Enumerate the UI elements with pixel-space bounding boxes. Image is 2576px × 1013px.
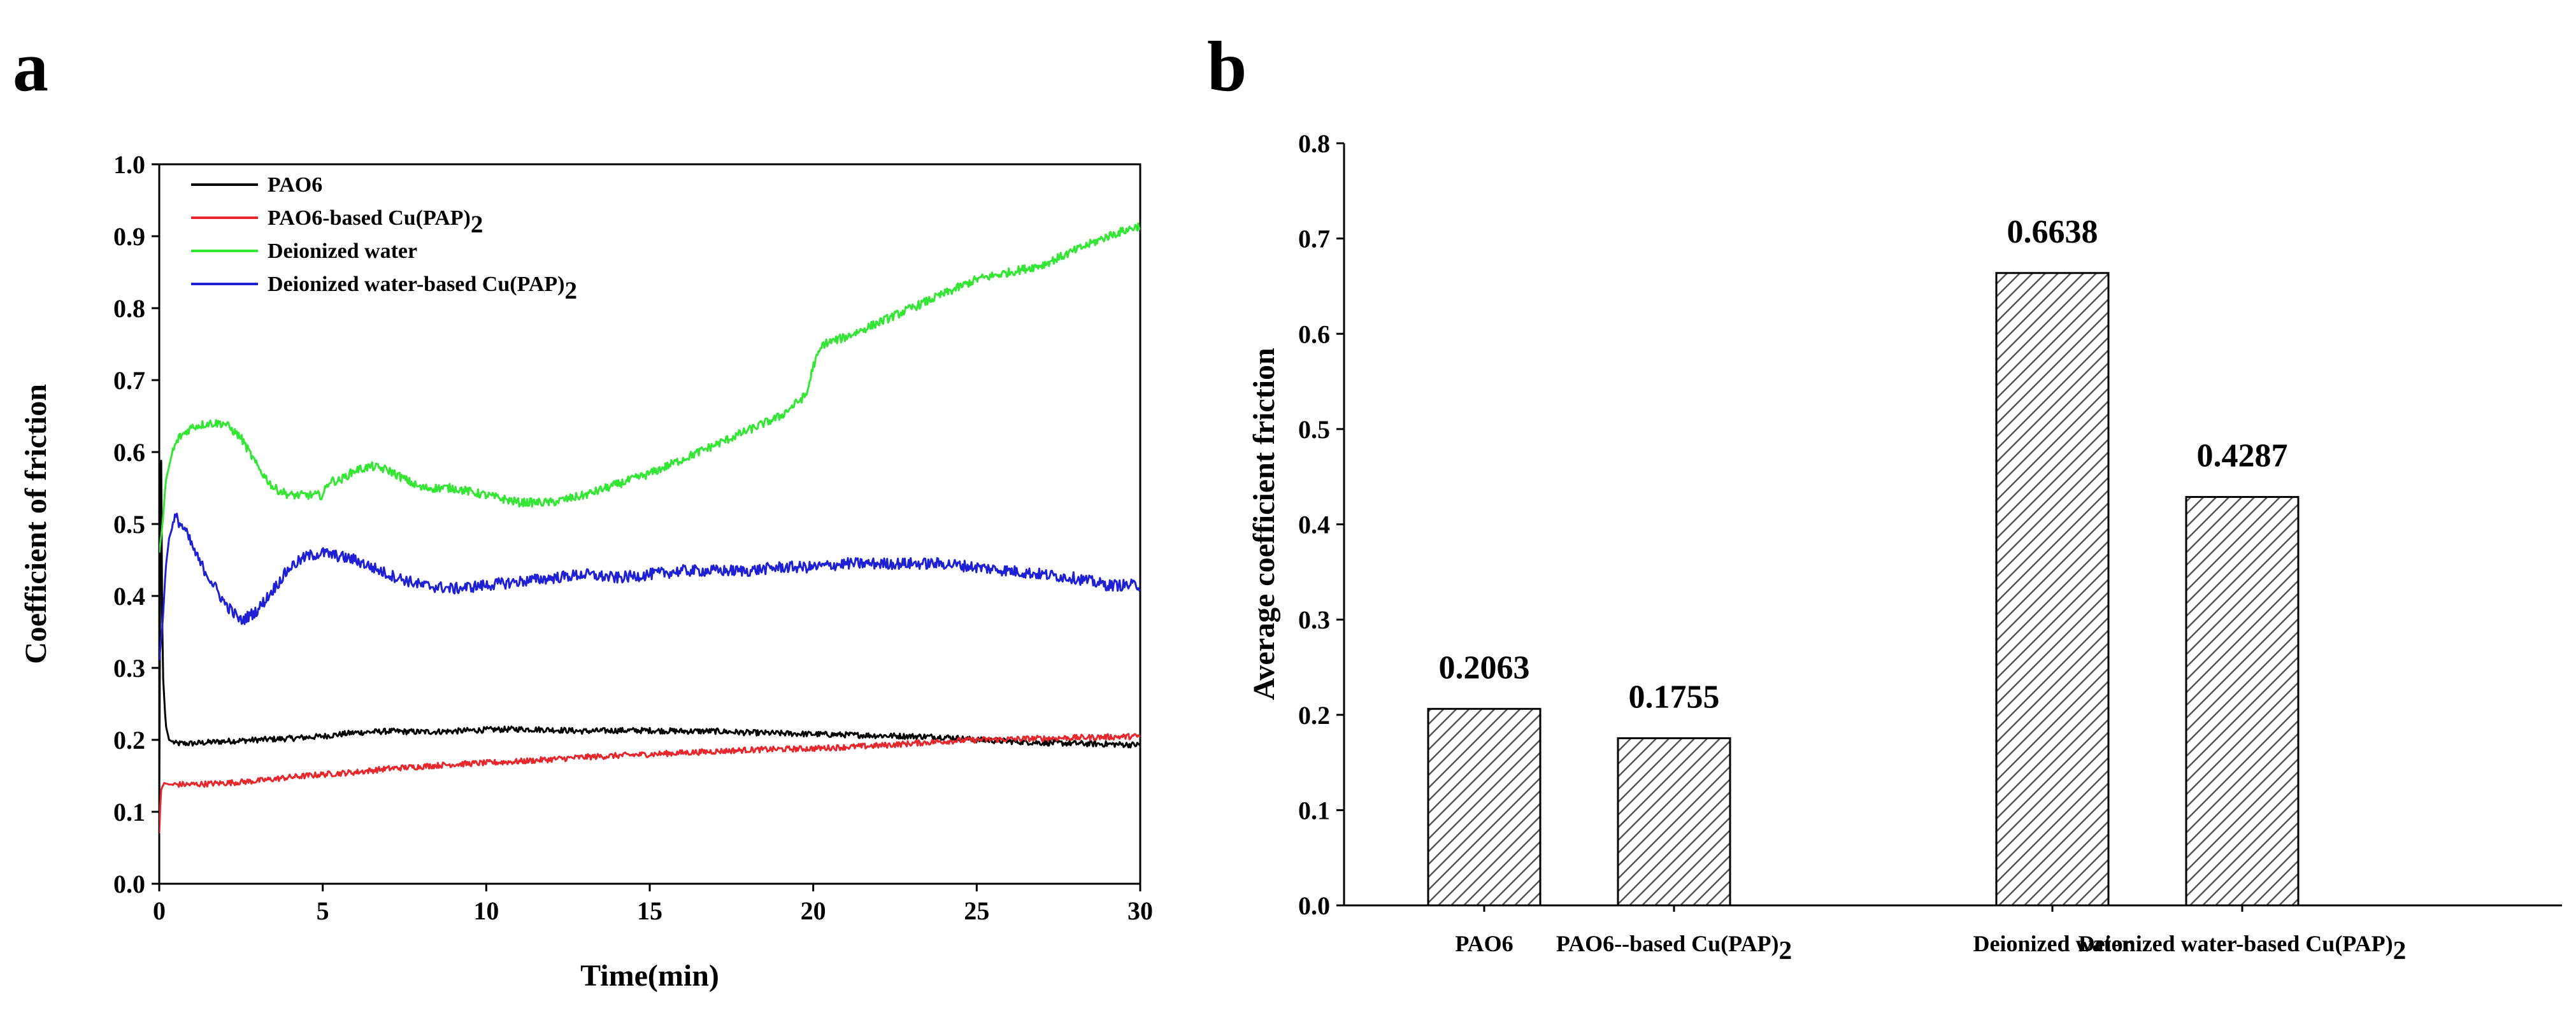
panel-a-legend-label: Deionized water: [268, 239, 417, 263]
panel-b-y-axis: 0.0 0.1 0.2 0.3 0.4 0.5 0.6 0.7 0.8: [1298, 129, 1344, 920]
panel-a-x-axis: 0 5 10 15 20 25 30: [153, 884, 1153, 925]
panel-a-series-group: [159, 222, 1140, 833]
panel-b-y-tick-label: 0.6: [1298, 320, 1330, 348]
panel-a-x-tick-label: 30: [1127, 896, 1153, 925]
panel-b-y-tick-label: 0.5: [1298, 415, 1330, 444]
panel-b-bar: [2185, 496, 2300, 907]
panel-a-x-axis-title: Time(min): [580, 959, 719, 993]
panel-b-bar: [1427, 707, 1542, 907]
panel-b-y-tick-label: 0.4: [1298, 511, 1330, 539]
panel-a-y-tick-label: 0.4: [113, 582, 145, 611]
panel-a-legend-label: Deionized water-based Cu(PAP)2: [268, 273, 577, 304]
panel-a-x-tick-label: 25: [964, 896, 989, 925]
panel-a-y-tick-label: 1.0: [113, 150, 145, 179]
panel-b-y-tick-label: 0.2: [1298, 701, 1330, 730]
panel-a-x-tick-label: 15: [637, 896, 662, 925]
panel-b-bar-value-label: 0.6638: [2007, 214, 2098, 250]
panel-b-letter: b: [1207, 27, 1247, 106]
panel-a-series-line-1: [159, 460, 1140, 812]
panel-b-category-labels: PAO6 PAO6--based Cu(PAP)2 Deionized waterD…: [1455, 905, 2406, 965]
panel-b-y-tick-label: 0.3: [1298, 606, 1330, 634]
panel-a-series-line-3: [159, 222, 1140, 553]
panel-a-y-tick-label: 0.1: [113, 798, 145, 826]
panel-b-category-label: Deionized water: [1973, 931, 2132, 956]
panel-b-category-label: PAO6--based Cu(PAP)2: [1556, 931, 1792, 965]
panel-a-y-tick-label: 0.8: [113, 294, 145, 323]
panel-b-bar: [1617, 737, 1731, 907]
panel-a-x-tick-label: 10: [473, 896, 499, 925]
panel-a-y-tick-label: 0.2: [113, 726, 145, 754]
panel-b-bar-value-label: 0.4287: [2197, 438, 2288, 474]
panel-b-bar: [1995, 272, 2110, 907]
panel-b-category-label: PAO6: [1455, 931, 1513, 956]
panel-a-series-line-4: [159, 513, 1140, 661]
panel-a-y-tick-label: 0.0: [113, 870, 145, 898]
panel-a-line-chart: 0.0 0.1 0.2 0.3 0.4 0.5 0.6 0.7 0.8 0.9 1.0 0 5 10 15…: [19, 150, 1153, 993]
panel-a-series-line-2: [159, 733, 1140, 833]
panel-a-y-tick-label: 0.3: [113, 654, 145, 683]
panel-a-letter: a: [13, 27, 48, 106]
panel-a-x-tick-label: 0: [153, 896, 166, 925]
panel-b-y-tick-label: 0.8: [1298, 129, 1330, 158]
panel-a-y-tick-label: 0.7: [113, 366, 145, 395]
panel-b-y-axis-title: Average coefficient friction: [1247, 348, 1281, 700]
panel-a-x-tick-label: 20: [801, 896, 826, 925]
panel-b-y-tick-label: 0.1: [1298, 796, 1330, 825]
panel-a-y-tick-label: 0.6: [113, 438, 145, 467]
panel-a-x-tick-label: 5: [317, 896, 329, 925]
panel-b-bar-chart: 0.0 0.1 0.2 0.3 0.4 0.5 0.6 0.7 0.8 0.2063 0.1755…: [1247, 129, 2562, 965]
panel-b-bar-value-label: 0.1755: [1629, 679, 1720, 715]
panel-b-bar-value-label: 0.2063: [1439, 649, 1530, 686]
panel-a-legend-label: PAO6: [268, 173, 322, 197]
panel-a-y-axis: 0.0 0.1 0.2 0.3 0.4 0.5 0.6 0.7 0.8 0.9 1.0: [113, 150, 159, 898]
panel-b-bars: 0.2063 0.1755 0.6638 0.4287: [1427, 214, 2300, 907]
panel-a-y-axis-title: Coefficient of friction: [19, 384, 53, 664]
panel-a-legend-label: PAO6-based Cu(PAP)2: [268, 206, 483, 238]
panel-a-y-tick-label: 0.9: [113, 222, 145, 251]
panel-b-y-tick-label: 0.7: [1298, 225, 1330, 253]
panel-b-category-label: Deionized water-based Cu(PAP)2: [2079, 931, 2407, 965]
panel-b-y-tick-label: 0.0: [1298, 891, 1330, 920]
panel-a-y-tick-label: 0.5: [113, 510, 145, 539]
